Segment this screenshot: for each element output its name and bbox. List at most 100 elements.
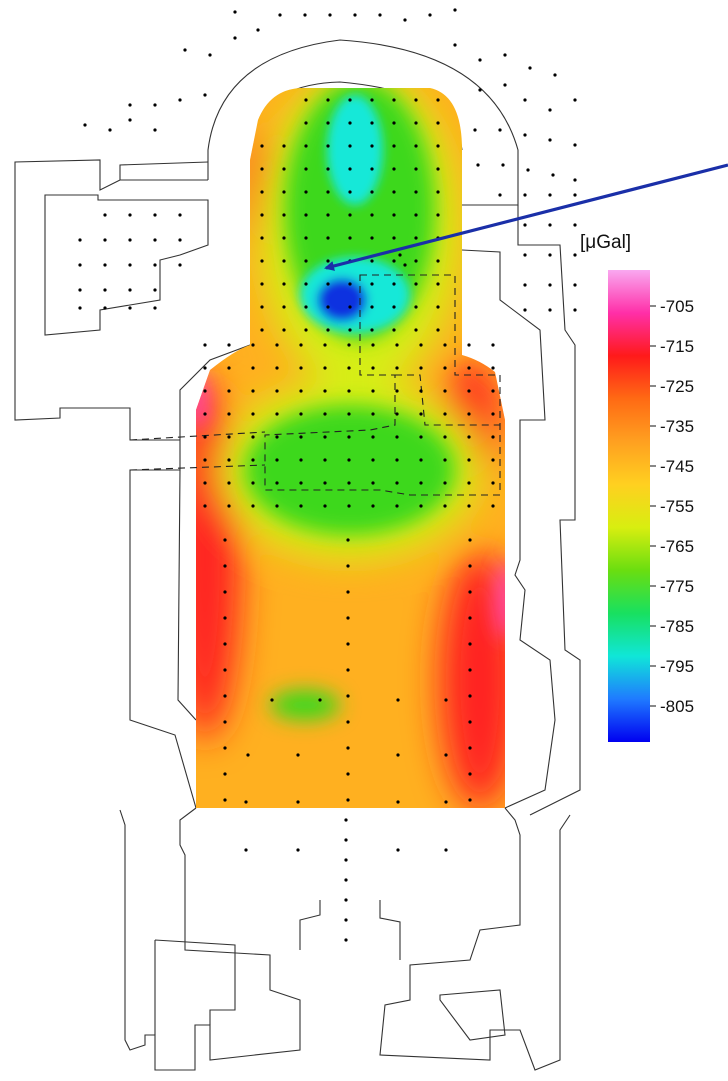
survey-point <box>304 328 308 332</box>
lower-structure-left-room <box>154 939 236 1035</box>
survey-point <box>326 167 330 171</box>
survey-point <box>573 98 577 102</box>
survey-point <box>260 190 264 194</box>
survey-point <box>275 458 279 462</box>
survey-point <box>392 259 396 263</box>
survey-point <box>203 389 207 393</box>
survey-point <box>467 389 471 393</box>
survey-point <box>478 58 482 62</box>
survey-point <box>103 213 107 217</box>
survey-point <box>326 328 330 332</box>
colorbar-unit-label: [μGal] <box>580 232 631 253</box>
survey-point <box>282 190 286 194</box>
survey-point <box>436 98 440 102</box>
survey-point <box>468 772 472 776</box>
survey-point <box>328 13 332 17</box>
survey-point <box>395 481 399 485</box>
survey-point <box>548 253 552 257</box>
survey-point <box>553 73 557 77</box>
survey-point <box>344 938 348 942</box>
survey-point <box>371 435 375 439</box>
dashed-crypt-upper <box>264 274 501 496</box>
survey-point <box>282 305 286 309</box>
survey-point <box>396 753 400 757</box>
survey-point <box>414 236 418 240</box>
survey-point <box>275 366 279 370</box>
survey-point <box>392 144 396 148</box>
survey-point <box>468 642 472 646</box>
survey-point <box>251 366 255 370</box>
dashed-crypt-inner <box>395 374 500 426</box>
survey-point <box>392 213 396 217</box>
survey-point <box>436 167 440 171</box>
survey-point <box>523 308 527 312</box>
survey-point <box>348 190 352 194</box>
survey-point <box>467 458 471 462</box>
survey-point <box>419 389 423 393</box>
survey-point <box>468 720 472 724</box>
survey-point <box>419 481 423 485</box>
survey-point <box>395 366 399 370</box>
survey-point <box>414 190 418 194</box>
peak-right-edge <box>495 560 505 640</box>
survey-point <box>78 306 82 310</box>
survey-point <box>395 458 399 462</box>
survey-point <box>256 28 260 32</box>
survey-point <box>326 121 330 125</box>
survey-point <box>260 236 264 240</box>
survey-point <box>436 282 440 286</box>
survey-point <box>251 343 255 347</box>
survey-point <box>282 328 286 332</box>
survey-point <box>227 504 231 508</box>
survey-point <box>371 504 375 508</box>
survey-point <box>436 213 440 217</box>
survey-point <box>304 167 308 171</box>
survey-point <box>436 328 440 332</box>
survey-point <box>227 458 231 462</box>
survey-point <box>478 88 482 92</box>
survey-point <box>326 305 330 309</box>
colorbar-tick-label: -765 <box>660 537 694 556</box>
survey-point <box>378 13 382 17</box>
survey-point <box>304 98 308 102</box>
survey-point <box>414 121 418 125</box>
survey-point <box>468 668 472 672</box>
survey-point <box>304 213 308 217</box>
survey-point <box>128 103 132 107</box>
survey-point <box>203 93 207 97</box>
survey-point <box>468 798 472 802</box>
survey-point <box>344 818 348 822</box>
apse-outline <box>207 39 519 206</box>
survey-point <box>344 838 348 842</box>
survey-point <box>419 504 423 508</box>
survey-point <box>523 193 527 197</box>
survey-point <box>548 138 552 142</box>
survey-point <box>251 458 255 462</box>
survey-point <box>348 167 352 171</box>
survey-point <box>178 238 182 242</box>
colorbar-tick-label: -775 <box>660 577 694 596</box>
survey-point <box>467 343 471 347</box>
survey-point <box>392 121 396 125</box>
survey-point <box>348 328 352 332</box>
survey-point <box>299 481 303 485</box>
survey-point <box>348 144 352 148</box>
survey-points <box>78 8 577 942</box>
survey-point <box>153 263 157 267</box>
survey-point <box>203 458 207 462</box>
survey-point <box>573 193 577 197</box>
survey-point <box>203 343 207 347</box>
green-low-small <box>270 690 340 720</box>
green-low-middle <box>245 405 455 535</box>
survey-point <box>299 343 303 347</box>
survey-point <box>414 213 418 217</box>
survey-point <box>275 412 279 416</box>
survey-point <box>246 753 250 757</box>
survey-point <box>233 36 237 40</box>
survey-point <box>227 366 231 370</box>
survey-point <box>260 259 264 263</box>
survey-point <box>347 412 351 416</box>
survey-point <box>304 144 308 148</box>
survey-point <box>371 458 375 462</box>
colorbar-scale <box>608 270 650 742</box>
